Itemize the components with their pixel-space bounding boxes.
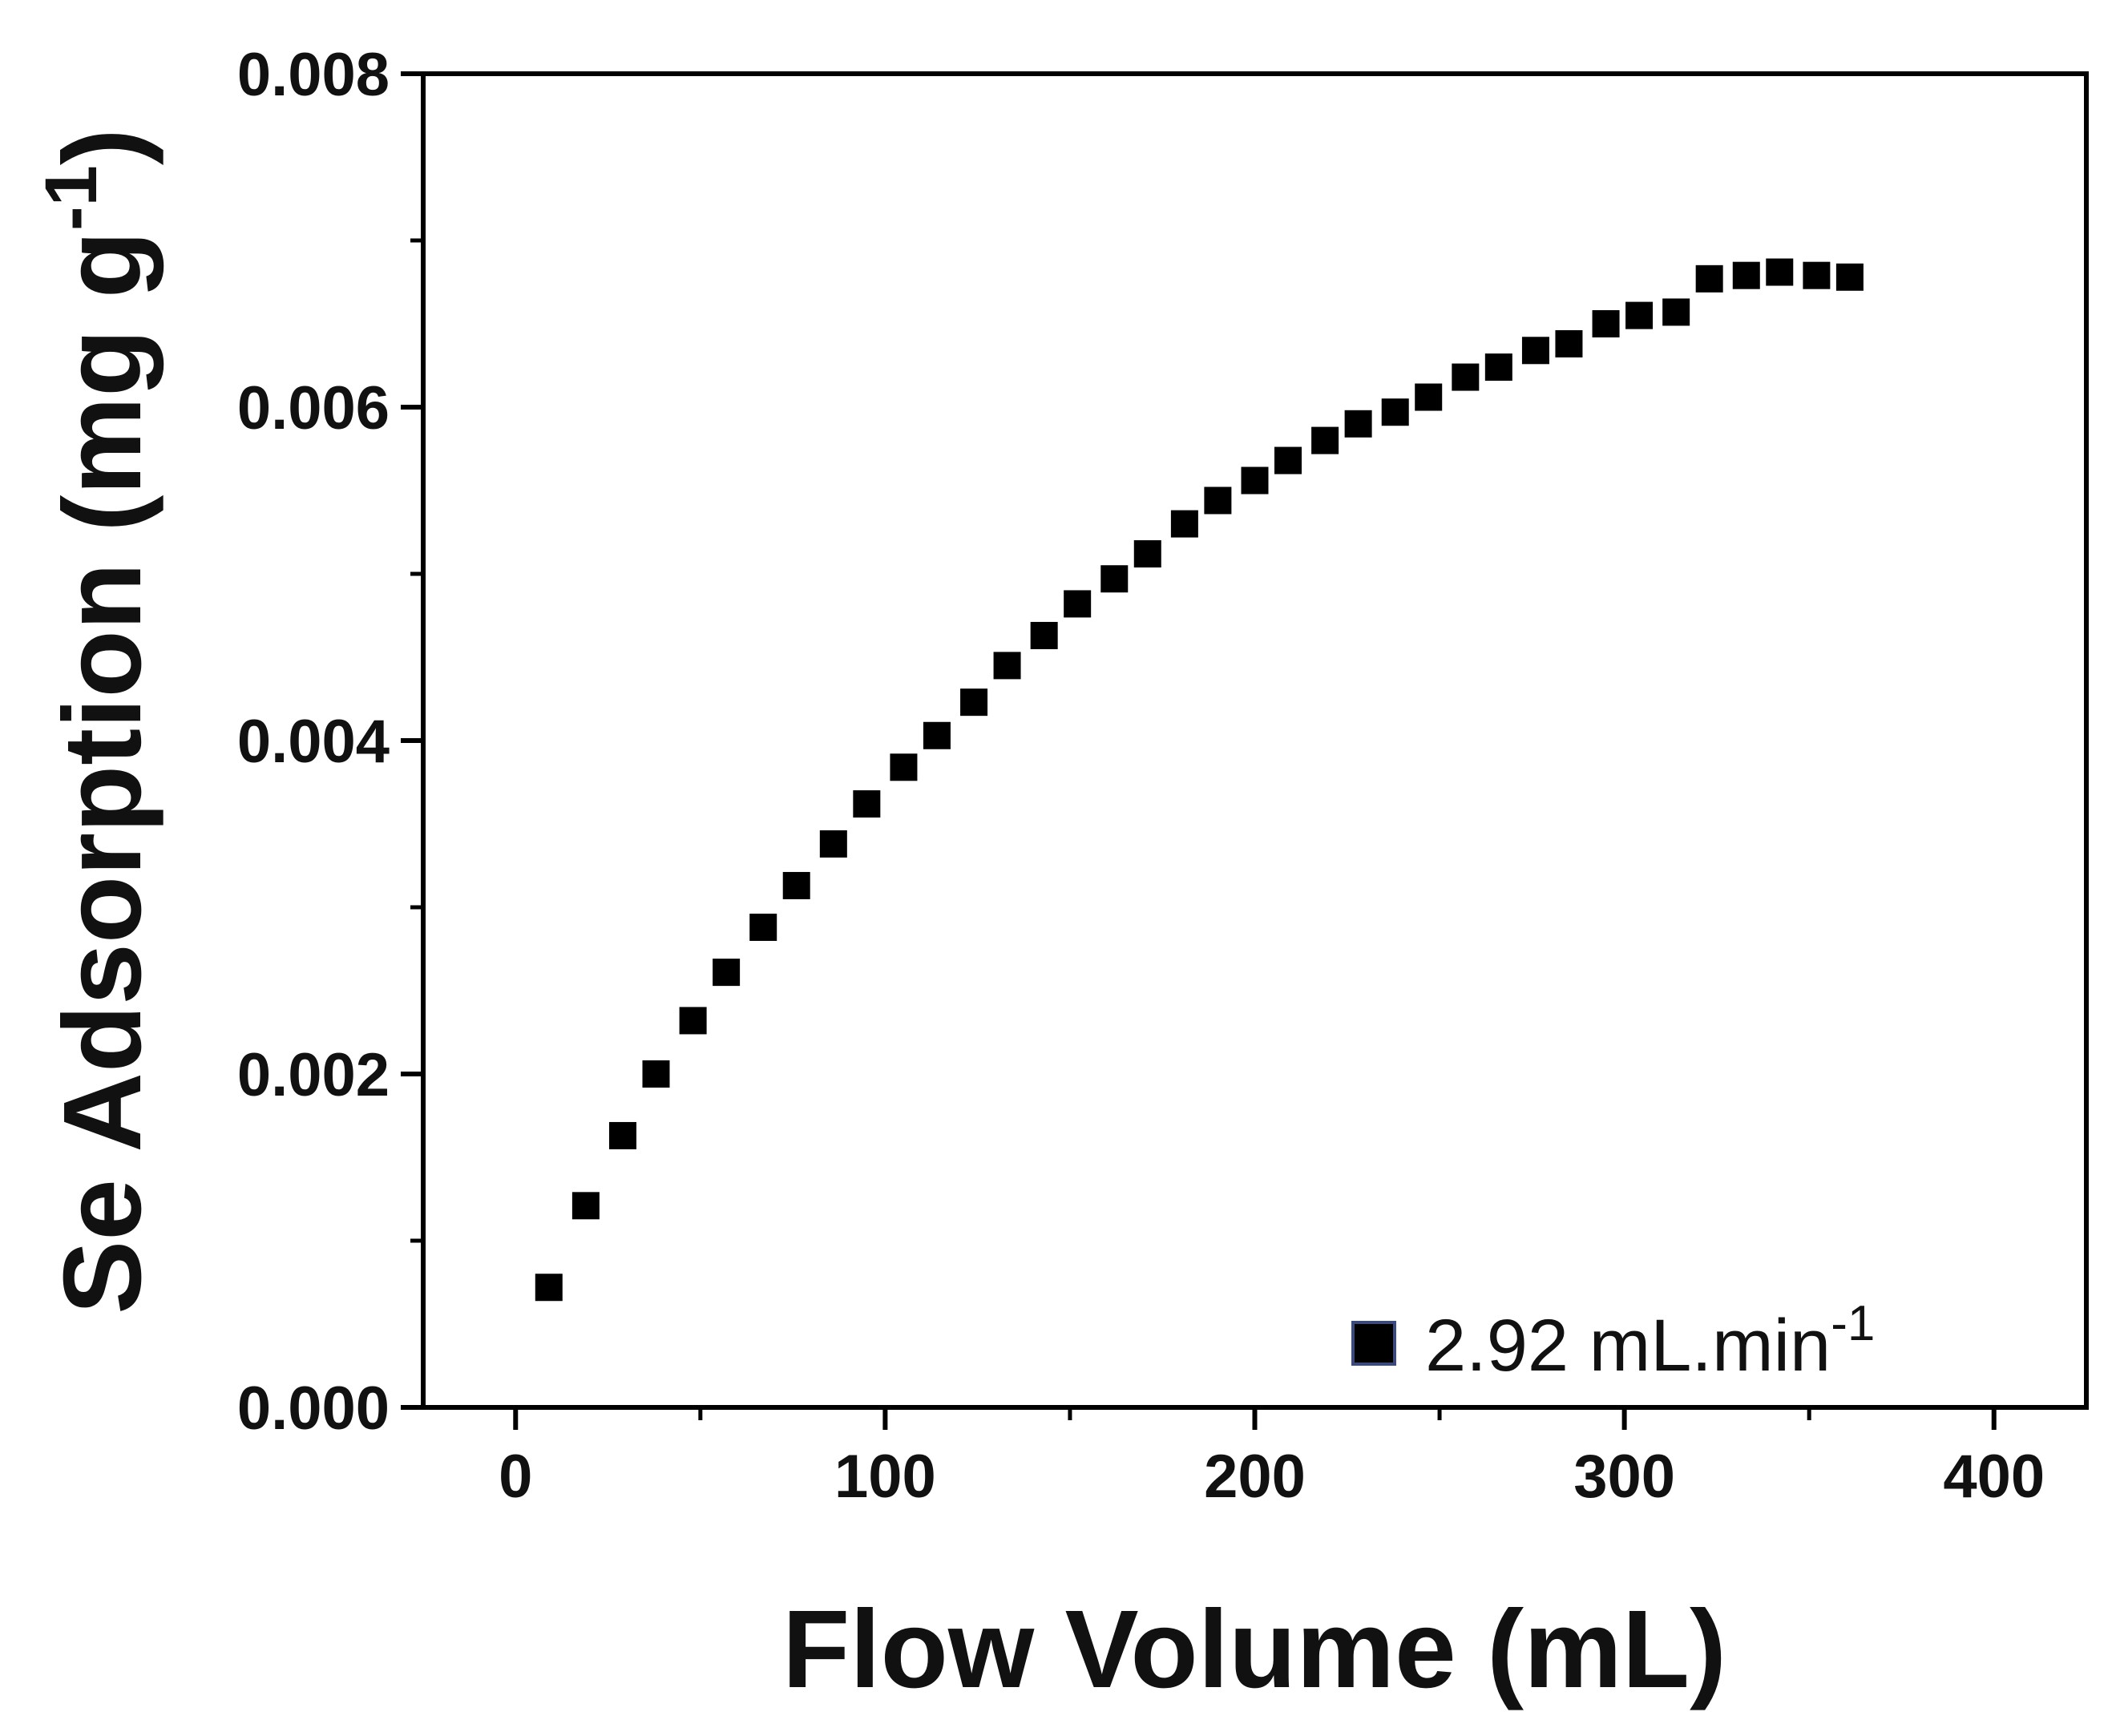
data-point (1521, 337, 1549, 365)
y-axis-title-close: ) (41, 128, 164, 165)
legend-marker (1351, 1321, 1396, 1366)
x-tick-label: 300 (1573, 1443, 1675, 1511)
data-point (1766, 258, 1794, 286)
data-point (1274, 446, 1302, 474)
data-point (1344, 410, 1372, 438)
data-point (609, 1121, 636, 1149)
y-tick-label: 0.006 (237, 374, 390, 442)
data-point (819, 830, 847, 858)
data-point (923, 721, 951, 749)
y-tick-label: 0.000 (237, 1375, 390, 1443)
data-point (1732, 261, 1760, 289)
data-point (1695, 264, 1723, 293)
y-axis-title: Se Adsorption (mg g-1) (30, 128, 164, 1314)
data-point (642, 1060, 670, 1088)
data-point (1803, 261, 1831, 289)
data-point (960, 688, 988, 717)
x-tick-label: 400 (1943, 1443, 2045, 1511)
y-tick-label: 0.002 (237, 1041, 390, 1109)
data-point (1452, 363, 1480, 391)
y-axis-title-main: Se Adsorption (mg g (41, 231, 164, 1314)
data-point (679, 1007, 707, 1035)
data-point (713, 959, 741, 987)
data-point (1030, 621, 1058, 649)
data-point (1625, 301, 1654, 329)
data-point (782, 871, 810, 899)
data-point (853, 790, 881, 818)
plot-area (535, 258, 1864, 1302)
x-axis-title: Flow Volume (mL) (782, 1588, 1726, 1711)
legend-label-sup: -1 (1831, 1296, 1875, 1351)
data-point (749, 913, 777, 941)
data-point (1555, 329, 1583, 357)
data-point (1064, 590, 1092, 618)
data-point (1484, 353, 1512, 382)
data-point (1592, 310, 1620, 337)
data-point (1100, 565, 1129, 593)
data-point (1241, 466, 1269, 495)
data-point (571, 1192, 600, 1220)
legend-label: 2.92 mL.min-1 (1425, 1296, 1875, 1387)
data-point (1381, 398, 1409, 426)
data-point (1204, 486, 1232, 515)
data-point (1311, 426, 1339, 454)
plot-frame (421, 71, 2089, 1410)
data-point (1835, 263, 1864, 291)
data-point (1415, 383, 1443, 411)
y-tick-label: 0.004 (237, 708, 390, 776)
data-point (535, 1274, 563, 1302)
data-point (1662, 298, 1690, 326)
data-point (890, 753, 918, 781)
x-tick-label: 100 (834, 1443, 936, 1511)
legend-label-main: 2.92 mL.min (1425, 1305, 1831, 1387)
x-tick-label: 0 (499, 1443, 532, 1511)
data-point (1133, 540, 1161, 568)
data-point (993, 652, 1021, 680)
y-axis-title-sup: -1 (30, 165, 112, 231)
y-tick-label: 0.008 (237, 41, 390, 109)
legend: 2.92 mL.min-1 (1351, 1296, 1875, 1387)
x-tick-label: 200 (1204, 1443, 1306, 1511)
data-point (1170, 510, 1198, 538)
